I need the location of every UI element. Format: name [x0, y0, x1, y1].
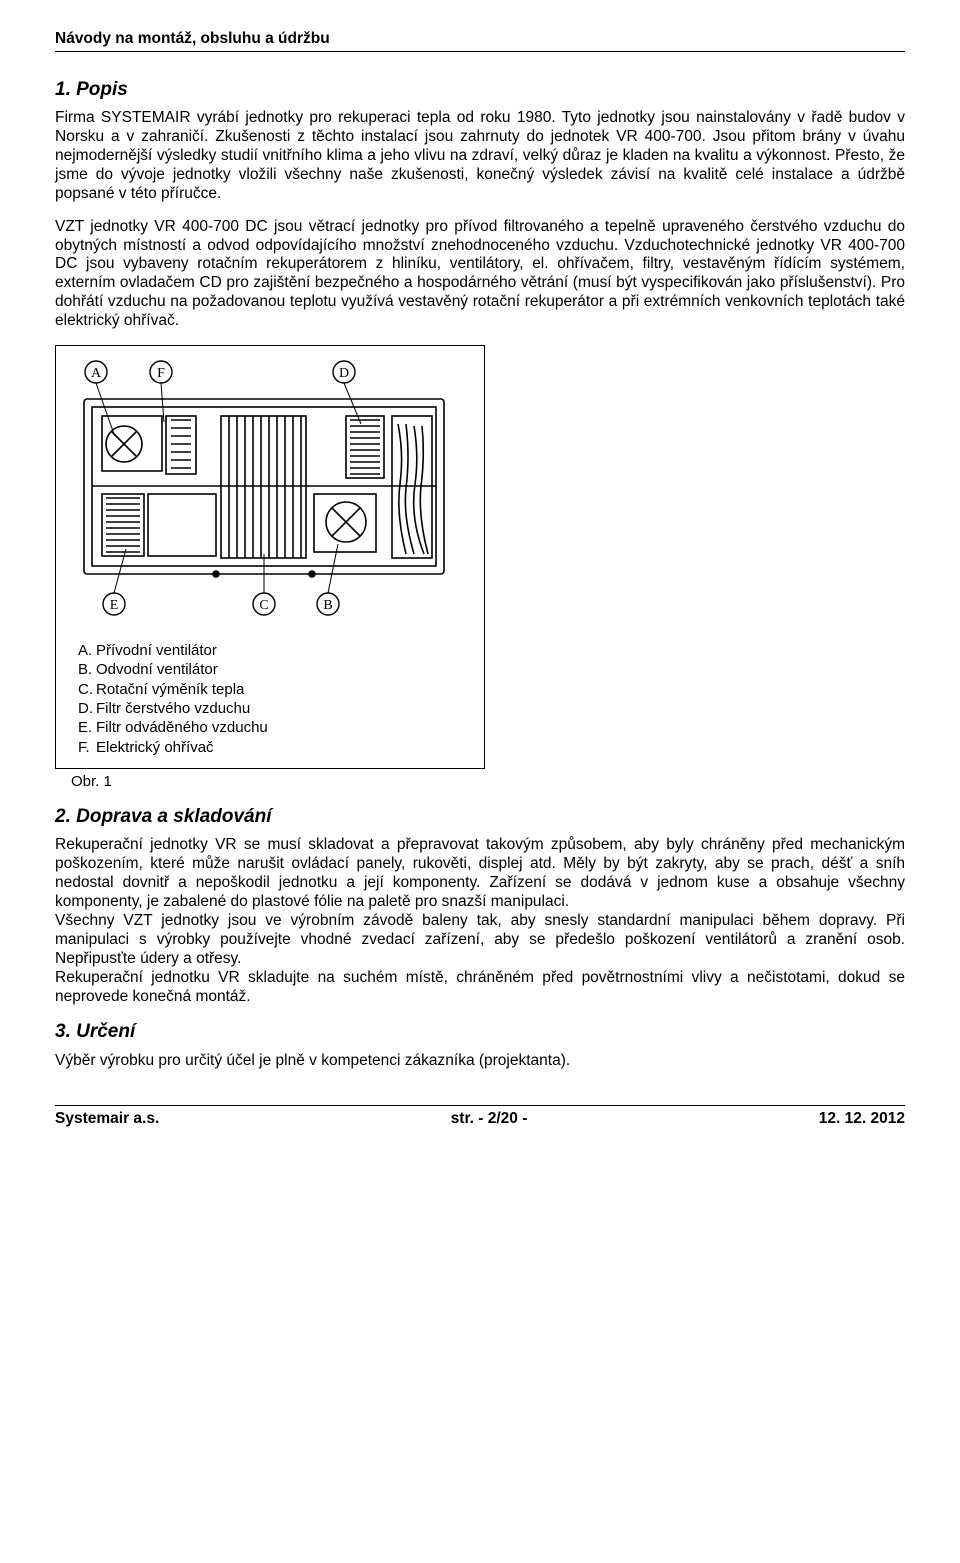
- legend-row: B. Odvodní ventilátor: [66, 661, 474, 679]
- legend-row: F. Elektrický ohřívač: [66, 739, 474, 757]
- footer-page: str. - 2/20 -: [451, 1110, 528, 1129]
- legend-text: Přívodní ventilátor: [96, 642, 217, 660]
- section-3-heading: 3. Určení: [55, 1020, 905, 1043]
- product-diagram: A F D E C B: [66, 354, 471, 624]
- section-1-paragraph-2: VZT jednotky VR 400-700 DC jsou větrací …: [55, 218, 905, 331]
- legend-row: C. Rotační výměník tepla: [66, 681, 474, 699]
- legend-text: Filtr čerstvého vzduchu: [96, 700, 250, 718]
- legend-text: Elektrický ohřívač: [96, 739, 214, 757]
- header-divider: [55, 51, 905, 52]
- section-2-heading: 2. Doprava a skladování: [55, 805, 905, 828]
- section-2-paragraph-3: Rekuperační jednotku VR skladujte na suc…: [55, 969, 905, 1007]
- figure-1-container: A F D E C B: [55, 345, 485, 769]
- legend-text: Filtr odváděného vzduchu: [96, 719, 268, 737]
- section-2-paragraph-1: Rekuperační jednotky VR se musí skladova…: [55, 836, 905, 912]
- page-header-title: Návody na montáž, obsluhu a údržbu: [55, 30, 905, 49]
- legend-row: D. Filtr čerstvého vzduchu: [66, 700, 474, 718]
- legend-text: Rotační výměník tepla: [96, 681, 244, 699]
- footer-company: Systemair a.s.: [55, 1110, 159, 1129]
- legend-text: Odvodní ventilátor: [96, 661, 218, 679]
- callout-c: C: [259, 598, 268, 613]
- footer-date: 12. 12. 2012: [819, 1110, 905, 1129]
- legend-letter: C.: [66, 681, 96, 699]
- section-1-heading: 1. Popis: [55, 78, 905, 101]
- callout-e: E: [110, 598, 119, 613]
- legend-row: E. Filtr odváděného vzduchu: [66, 719, 474, 737]
- legend-letter: B.: [66, 661, 96, 679]
- callout-b: B: [323, 598, 332, 613]
- callout-a: A: [91, 366, 102, 381]
- legend-letter: D.: [66, 700, 96, 718]
- page-footer: Systemair a.s. str. - 2/20 - 12. 12. 201…: [55, 1110, 905, 1129]
- section-1-paragraph-1: Firma SYSTEMAIR vyrábí jednotky pro reku…: [55, 109, 905, 204]
- footer-divider: [55, 1105, 905, 1106]
- figure-legend: A. Přívodní ventilátor B. Odvodní ventil…: [66, 642, 474, 757]
- figure-caption: Obr. 1: [71, 773, 905, 791]
- callout-f: F: [157, 366, 165, 381]
- legend-row: A. Přívodní ventilátor: [66, 642, 474, 660]
- section-2-paragraph-2: Všechny VZT jednotky jsou ve výrobním zá…: [55, 912, 905, 969]
- callout-d: D: [339, 366, 349, 381]
- legend-letter: A.: [66, 642, 96, 660]
- legend-letter: E.: [66, 719, 96, 737]
- legend-letter: F.: [66, 739, 96, 757]
- section-3-paragraph-1: Výběr výrobku pro určitý účel je plně v …: [55, 1052, 905, 1071]
